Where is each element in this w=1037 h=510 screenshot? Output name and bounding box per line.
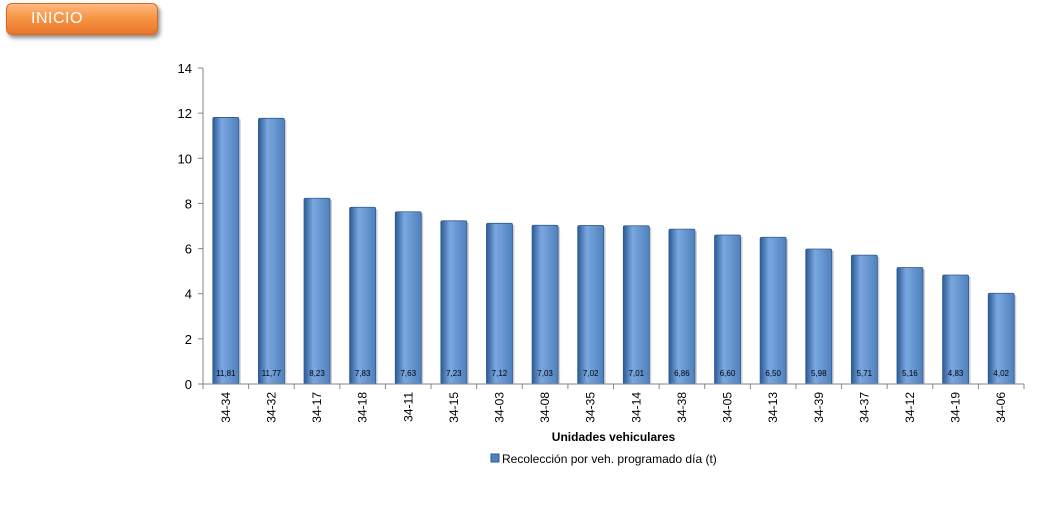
data-label: 5,71 [857, 369, 873, 378]
data-label: 7,23 [446, 369, 462, 378]
x-tick-label: 34-13 [766, 392, 780, 423]
x-tick-label: 34-15 [447, 392, 461, 423]
bar [577, 225, 605, 385]
x-tick-label: 34-05 [721, 392, 735, 423]
data-label: 7,02 [583, 369, 599, 378]
x-axis-title: Unidades vehiculares [552, 430, 676, 444]
x-tick-label: 34-35 [584, 392, 598, 423]
bars: 11,81 11,77 8,23 7,83 7,63 7,23 7,12 7,03 7,02 7,… [212, 117, 1017, 385]
data-label: 5,16 [902, 369, 918, 378]
x-tick-label: 34-18 [356, 392, 370, 423]
y-tick-label: 6 [185, 242, 192, 257]
x-tick-label: 34-12 [903, 392, 917, 423]
x-axis: 34-34 34-32 34-17 34-18 34-11 34-15 34-03 34-08… [202, 383, 1025, 423]
x-tick-label: 34-17 [310, 392, 324, 423]
x-tick-label: 34-14 [629, 392, 643, 423]
x-tick-label: 34-38 [675, 392, 689, 423]
bar [258, 117, 285, 385]
data-label: 6,60 [720, 369, 736, 378]
legend-swatch [490, 453, 500, 463]
bar [531, 224, 559, 385]
y-tick-label: 12 [178, 106, 192, 121]
inicio-button[interactable]: INICIO [6, 3, 158, 35]
bar [622, 225, 650, 385]
y-axis: 0 2 4 6 8 10 12 14 [178, 61, 204, 392]
data-label: 4,83 [948, 369, 964, 378]
data-label: 7,83 [355, 369, 371, 378]
bar [896, 267, 924, 385]
bar [668, 228, 696, 385]
data-label: 6,86 [674, 369, 690, 378]
y-tick-label: 4 [185, 287, 192, 302]
x-tick-label: 34-19 [949, 392, 963, 423]
legend: Recolección por veh. programado día (t) [490, 452, 717, 466]
data-label: 4,02 [993, 369, 1009, 378]
data-label: 11,77 [262, 369, 282, 378]
x-tick-label: 34-06 [994, 392, 1008, 423]
x-tick-label: 34-08 [538, 392, 552, 423]
data-label: 11,81 [216, 369, 236, 378]
legend-label: Recolección por veh. programado día (t) [502, 452, 717, 466]
bar [714, 234, 741, 385]
x-tick-label: 34-39 [812, 392, 826, 423]
bar [303, 197, 331, 385]
y-tick-label: 2 [185, 332, 192, 347]
bar [850, 254, 878, 385]
x-tick-label: 34-11 [401, 392, 415, 422]
bar [440, 220, 468, 385]
x-tick-label: 34-34 [219, 392, 233, 423]
data-label: 6,50 [765, 369, 781, 378]
data-label: 7,03 [537, 369, 553, 378]
data-label: 5,98 [811, 369, 827, 378]
y-tick-label: 8 [185, 196, 192, 211]
bar [394, 211, 422, 385]
bar [349, 206, 377, 385]
bar [805, 248, 833, 385]
x-tick-label: 34-32 [264, 392, 278, 423]
data-label: 7,63 [400, 369, 416, 378]
y-tick-label: 14 [178, 61, 192, 76]
data-label: 8,23 [309, 369, 325, 378]
bar [942, 274, 969, 385]
data-label: 7,01 [629, 369, 645, 378]
x-tick-label: 34-03 [492, 392, 506, 423]
bar [486, 222, 513, 385]
y-tick-label: 0 [185, 377, 192, 392]
bar [759, 236, 787, 385]
y-tick-label: 10 [178, 151, 192, 166]
data-label: 7,12 [492, 369, 508, 378]
x-tick-label: 34-37 [857, 392, 871, 423]
bar [212, 117, 240, 385]
